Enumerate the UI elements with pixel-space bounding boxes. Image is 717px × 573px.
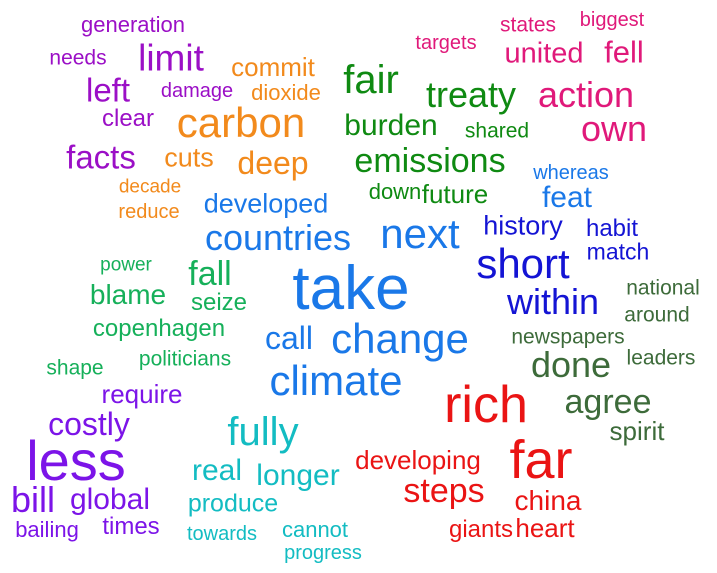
word-giants: giants xyxy=(448,516,514,543)
word-steps: steps xyxy=(403,472,485,510)
word-states: states xyxy=(499,13,557,37)
word-habit: habit xyxy=(585,215,639,242)
word-biggest: biggest xyxy=(579,9,645,31)
word-next: next xyxy=(380,210,460,257)
word-copenhagen: copenhagen xyxy=(92,315,226,342)
word-bailing: bailing xyxy=(15,517,79,542)
word-bill: bill xyxy=(10,479,56,520)
word-produce: produce xyxy=(187,489,279,518)
word-towards: towards xyxy=(186,523,258,545)
word-left: left xyxy=(85,71,131,109)
word-generation: generation xyxy=(81,12,185,37)
word-blame: blame xyxy=(89,279,167,310)
word-own: own xyxy=(580,108,648,149)
word-climate: climate xyxy=(269,357,403,404)
word-within: within xyxy=(506,281,600,322)
word-global: global xyxy=(69,483,151,516)
word-change: change xyxy=(331,315,469,362)
word-down: down xyxy=(368,179,422,204)
word-treaty: treaty xyxy=(425,74,517,115)
word-national: national xyxy=(626,276,700,300)
word-done: done xyxy=(530,344,612,385)
word-shape: shape xyxy=(46,356,104,380)
word-leaders: leaders xyxy=(626,346,696,370)
word-fell: fell xyxy=(604,34,644,70)
word-progress: progress xyxy=(284,542,362,564)
word-fair: fair xyxy=(343,58,399,102)
word-feat: feat xyxy=(541,181,593,214)
word-china: china xyxy=(514,485,582,516)
word-needs: needs xyxy=(49,46,107,70)
word-whereas: whereas xyxy=(533,162,609,184)
word-politicians: politicians xyxy=(138,347,232,371)
word-targets: targets xyxy=(415,32,477,54)
word-commit: commit xyxy=(231,52,315,82)
word-spirit: spirit xyxy=(609,416,665,446)
word-fall: fall xyxy=(188,255,232,293)
word-power: power xyxy=(100,254,152,276)
word-decade: decade xyxy=(118,176,182,198)
word-less: less xyxy=(26,429,126,492)
word-far: far xyxy=(509,430,573,490)
word-real: real xyxy=(191,454,243,487)
word-newspapers: newspapers xyxy=(511,325,625,349)
word-take: take xyxy=(292,254,410,323)
word-facts: facts xyxy=(66,138,136,176)
word-burden: burden xyxy=(344,109,438,142)
word-seize: seize xyxy=(190,289,248,316)
word-clear: clear xyxy=(101,105,155,132)
word-developed: developed xyxy=(203,188,329,219)
word-rich: rich xyxy=(444,376,528,434)
word-cannot: cannot xyxy=(281,517,349,542)
word-costly: costly xyxy=(48,406,130,442)
word-united: united xyxy=(504,37,584,70)
word-require: require xyxy=(101,379,183,409)
word-agree: agree xyxy=(564,383,652,421)
word-deep: deep xyxy=(237,145,309,181)
word-emissions: emissions xyxy=(354,142,506,180)
word-history: history xyxy=(483,210,563,241)
word-longer: longer xyxy=(256,459,340,492)
word-heart: heart xyxy=(515,513,575,543)
word-countries: countries xyxy=(204,217,352,258)
word-action: action xyxy=(537,74,635,115)
word-fully: fully xyxy=(227,410,299,454)
word-future: future xyxy=(421,179,489,209)
word-call: call xyxy=(264,320,314,356)
word-developing: developing xyxy=(355,445,481,475)
word-cuts: cuts xyxy=(164,142,214,173)
word-limit: limit xyxy=(138,37,204,79)
word-short: short xyxy=(476,240,570,287)
word-carbon: carbon xyxy=(176,99,306,146)
word-damage: damage xyxy=(160,80,234,102)
word-shared: shared xyxy=(464,119,530,143)
word-around: around xyxy=(624,303,690,327)
word-dioxide: dioxide xyxy=(251,80,321,105)
word-reduce: reduce xyxy=(118,201,180,223)
word-times: times xyxy=(102,513,160,540)
word-match: match xyxy=(586,238,650,265)
